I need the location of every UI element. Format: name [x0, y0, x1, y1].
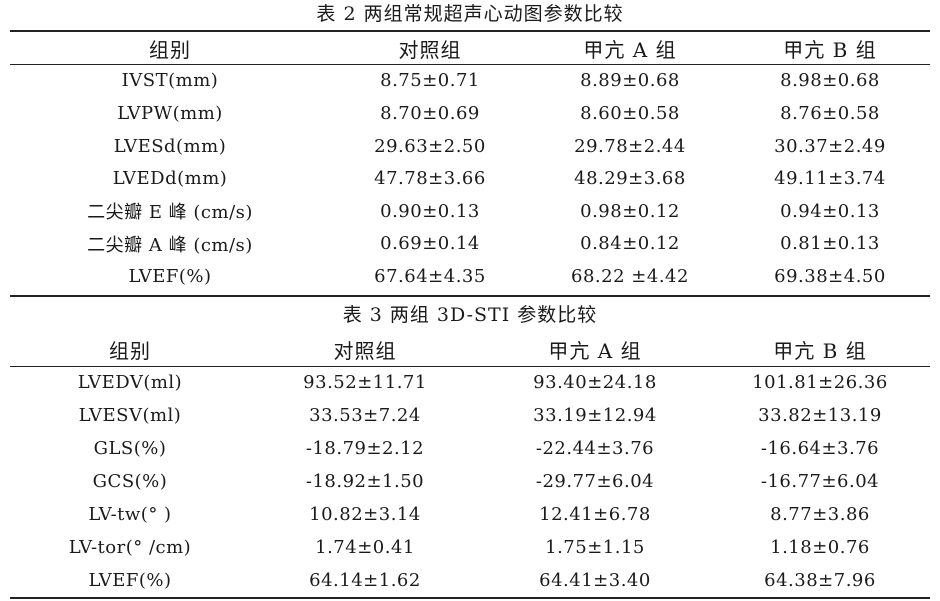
table-cell: 101.81±26.36: [752, 372, 888, 393]
table-row: LVEDV(ml) 93.52±11.71 93.40±24.18 101.81±26…: [10, 366, 930, 399]
table-row: LV-tw(° ) 10.82±3.14 12.41±6.78 8.77±3.86: [10, 498, 930, 531]
row-label: LVEDV(ml): [77, 372, 183, 393]
table-cell: 8.60±0.58: [580, 102, 680, 124]
table3-header-cell: 甲亢 B 组: [773, 339, 867, 363]
table2: 组别 对照组 甲亢 A 组 甲亢 B 组 IVST(mm) 8.75±0.71 8.89±0…: [10, 32, 930, 293]
table-cell: 12.41±6.78: [539, 504, 651, 525]
table-row: IVST(mm) 8.75±0.71 8.89±0.68 8.98±0.68: [10, 65, 930, 98]
table-cell: 47.78±3.66: [374, 168, 486, 190]
table-cell: 64.41±3.40: [539, 570, 651, 591]
table-cell: 30.37±2.49: [774, 135, 886, 157]
table-row: LV-tor(° /cm) 1.74±0.41 1.75±1.15 1.18±0.76: [10, 531, 930, 564]
table3-header-cell: 组别: [109, 339, 151, 363]
table-cell: 8.76±0.58: [780, 102, 880, 124]
table-cell: 1.18±0.76: [770, 537, 870, 558]
table-cell: -18.79±2.12: [305, 438, 425, 459]
row-label: IVST(mm): [121, 70, 219, 92]
table-row: LVEF(%) 67.64±4.35 68.22 ±4.42 69.38±4.50: [10, 260, 930, 293]
table-cell: 8.98±0.68: [780, 70, 880, 92]
table-cell: 8.89±0.68: [580, 70, 680, 92]
table-cell: 33.82±13.19: [758, 405, 882, 426]
table-cell: -16.77±6.04: [760, 471, 880, 492]
table-cell: 93.52±11.71: [303, 372, 427, 393]
table-cell: 8.75±0.71: [380, 70, 480, 92]
table-cell: 29.78±2.44: [574, 135, 686, 157]
table2-header-cell: 甲亢 B 组: [783, 37, 877, 62]
table-cell: 0.84±0.12: [580, 233, 680, 255]
table-cell: 67.64±4.35: [374, 265, 486, 287]
table-cell: 0.94±0.13: [780, 200, 880, 222]
table-cell: 69.38±4.50: [774, 265, 886, 287]
row-label: LVESV(ml): [78, 405, 182, 426]
table-cell: 0.98±0.12: [580, 200, 680, 222]
table-row: LVESV(ml) 33.53±7.24 33.19±12.94 33.82±13.1…: [10, 399, 930, 432]
table2-caption: 表 2 两组常规超声心动图参数比较: [316, 3, 624, 25]
table-row: LVEDd(mm) 47.78±3.66 48.29±3.68 49.11±3.74: [10, 162, 930, 195]
table-cell: 64.38±7.96: [764, 570, 876, 591]
table-cell: 10.82±3.14: [309, 504, 421, 525]
row-label: LVEDd(mm): [112, 168, 228, 190]
table-cell: -29.77±6.04: [535, 471, 655, 492]
table-row: LVEF(%) 64.14±1.62 64.41±3.40 64.38±7.96: [10, 564, 930, 597]
table3-header-cell: 甲亢 A 组: [548, 339, 642, 363]
row-label: LV-tor(° /cm): [68, 537, 192, 558]
table-cell: -16.64±3.76: [760, 438, 880, 459]
table-row: 二尖瓣 A 峰 (cm/s) 0.69±0.14 0.84±0.12 0.81±0.1…: [10, 228, 930, 261]
table-cell: 33.19±12.94: [533, 405, 657, 426]
row-label: LVEF(%): [88, 570, 172, 591]
table-cell: 0.81±0.13: [780, 233, 880, 255]
table2-header-rule: [10, 64, 930, 65]
table-cell: 0.69±0.14: [380, 233, 480, 255]
row-label: GCS(%): [92, 471, 168, 492]
table-cell: 8.77±3.86: [770, 504, 870, 525]
table-cell: 29.63±2.50: [374, 135, 486, 157]
table2-header-cell: 甲亢 A 组: [583, 37, 677, 62]
table3-header-rule: [10, 366, 930, 367]
row-label: LV-tw(° ): [88, 504, 172, 525]
table-cell: -22.44±3.76: [535, 438, 655, 459]
table-cell: -18.92±1.50: [305, 471, 425, 492]
table2-bottom-rule: [10, 295, 930, 297]
table-row: GCS(%) -18.92±1.50 -29.77±6.04 -16.77±6.04: [10, 465, 930, 498]
table-row: LVESd(mm) 29.63±2.50 29.78±2.44 30.37±2.49: [10, 130, 930, 163]
table3-bottom-rule: [10, 597, 930, 599]
table-cell: 1.74±0.41: [315, 537, 415, 558]
table3: 组别 对照组 甲亢 A 组 甲亢 B 组 LVEDV(ml) 93.52±11.71 93.…: [10, 333, 930, 597]
table-cell: 0.90±0.13: [380, 200, 480, 222]
table3-caption: 表 3 两组 3D-STI 参数比较: [342, 304, 598, 326]
row-label: GLS(%): [93, 438, 167, 459]
table3-header-cell: 对照组: [333, 339, 397, 363]
table-cell: 68.22 ±4.42: [571, 265, 689, 287]
row-label: 二尖瓣 E 峰 (cm/s): [87, 202, 253, 224]
row-label: LVESd(mm): [113, 135, 227, 157]
table2-header-row: 组别 对照组 甲亢 A 组 甲亢 B 组: [10, 32, 930, 65]
table-cell: 64.14±1.62: [309, 570, 421, 591]
table-row: 二尖瓣 E 峰 (cm/s) 0.90±0.13 0.98±0.12 0.94±0.1…: [10, 195, 930, 228]
table2-header-cell: 对照组: [398, 37, 462, 62]
row-label: LVPW(mm): [117, 102, 223, 124]
table2-top-rule: [10, 30, 930, 32]
row-label: LVEF(%): [128, 265, 212, 287]
table-cell: 93.40±24.18: [533, 372, 657, 393]
table3-header-row: 组别 对照组 甲亢 A 组 甲亢 B 组: [10, 333, 930, 366]
table-cell: 8.70±0.69: [380, 102, 480, 124]
table-row: GLS(%) -18.79±2.12 -22.44±3.76 -16.64±3.76: [10, 432, 930, 465]
table-row: LVPW(mm) 8.70±0.69 8.60±0.58 8.76±0.58: [10, 97, 930, 130]
table-cell: 49.11±3.74: [774, 168, 886, 190]
row-label: 二尖瓣 A 峰 (cm/s): [87, 234, 253, 256]
table-cell: 1.75±1.15: [545, 537, 645, 558]
table-cell: 33.53±7.24: [309, 405, 421, 426]
table2-header-cell: 组别: [149, 37, 191, 62]
table-cell: 48.29±3.68: [574, 168, 686, 190]
